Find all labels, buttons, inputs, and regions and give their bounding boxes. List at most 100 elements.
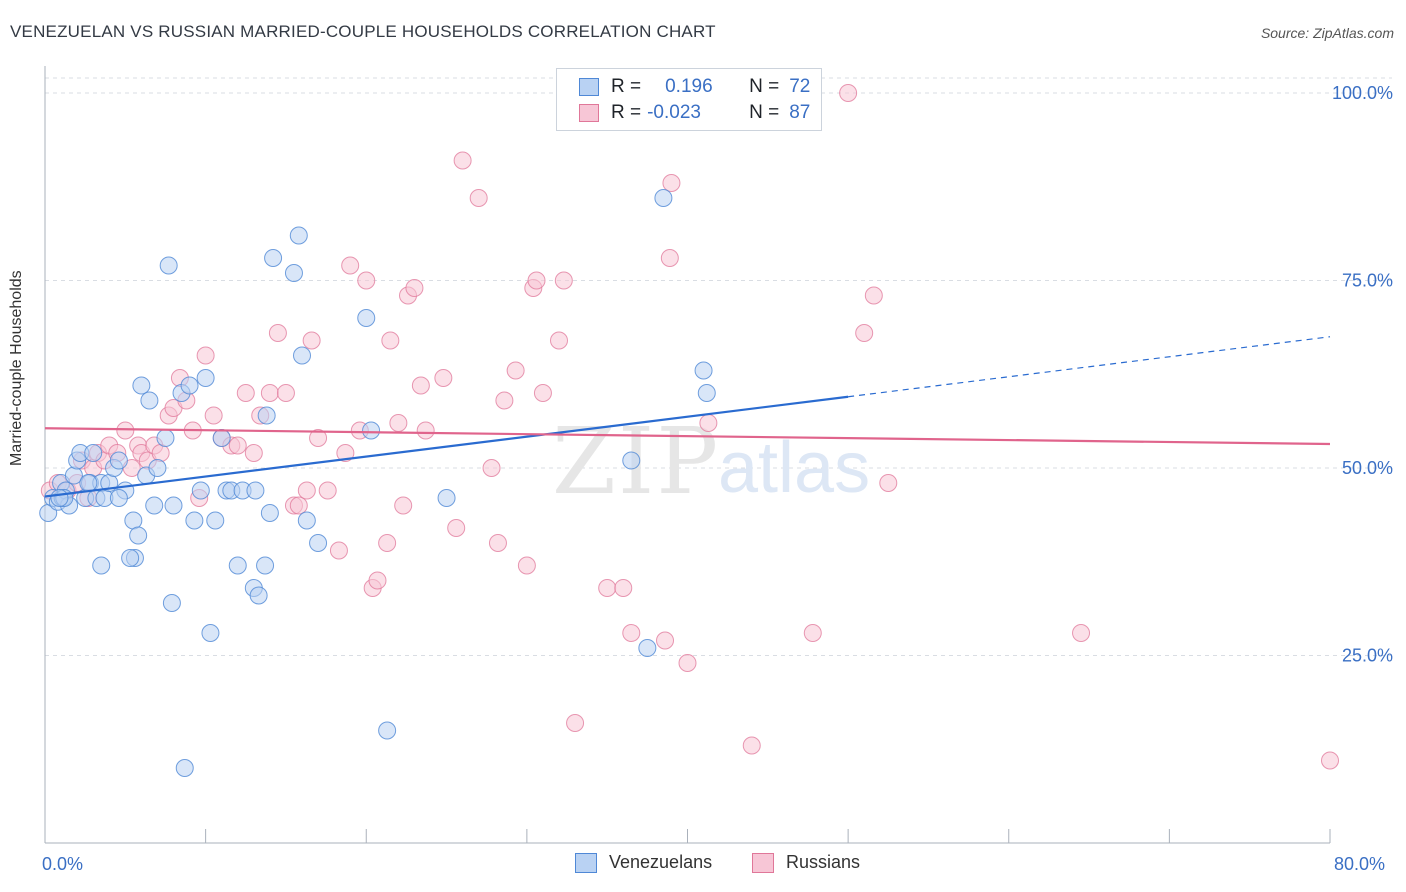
venezuelan-point [124, 511, 143, 530]
russian-point [482, 459, 501, 477]
russian-point [204, 406, 223, 425]
venezuelan-point [362, 421, 381, 440]
legend-n-label: N = [749, 76, 780, 97]
legend-r-label: R = [611, 102, 642, 123]
venezuelan-point [694, 361, 713, 380]
russian-point [116, 421, 135, 440]
series-label-russians: Russians [786, 852, 861, 872]
venezuelan-point [246, 481, 265, 500]
legend-n-value-russians: 87 [789, 102, 811, 123]
venezuelan-point [121, 549, 140, 567]
legend-r-value-russians: -0.023 [647, 102, 701, 123]
venezuelan-point [84, 444, 103, 462]
venezuelan-point [654, 189, 673, 207]
russian-point [228, 436, 247, 455]
russian-point [554, 271, 573, 290]
legend-swatch-russians [579, 104, 599, 122]
y-tick-label: 25.0% [1342, 646, 1393, 666]
russian-point [803, 624, 822, 642]
legend-swatch-venezuelans [579, 78, 599, 96]
russian-point [394, 496, 413, 515]
russian-point [622, 624, 641, 642]
russian-point [297, 481, 316, 500]
russian-point [329, 541, 348, 560]
venezuelan-point [196, 369, 215, 387]
venezuelan-point [437, 489, 456, 507]
russian-point [434, 369, 453, 387]
venezuelan-point [159, 256, 178, 275]
watermark-atlas: atlas [718, 428, 870, 508]
russian-point [196, 346, 215, 365]
russian-point [336, 444, 355, 462]
russian-point [341, 256, 360, 275]
venezuelan-point [109, 451, 128, 470]
russian-point [566, 714, 585, 732]
venezuelan-point [180, 376, 199, 395]
series-swatch-venezuelans [575, 852, 597, 873]
russian-point [447, 519, 466, 537]
russian-point [839, 84, 858, 102]
venezuelan-point [357, 309, 376, 327]
series-legend-venezuelans[interactable]: Venezuelans [575, 852, 712, 873]
venezuelan-point [212, 429, 231, 447]
russian-point [453, 151, 472, 170]
y-tick-label: 100.0% [1332, 83, 1393, 103]
russian-point [378, 534, 397, 552]
venezuelan-point [260, 504, 279, 522]
venezuelan-point [297, 511, 316, 530]
russian-point [1321, 751, 1339, 770]
russian-point [614, 579, 633, 597]
russian-point [302, 331, 321, 350]
venezuelan-point [156, 429, 175, 447]
venezuelan-point [92, 556, 111, 575]
series-swatch-russians [752, 852, 774, 873]
venezuelan-point [697, 384, 716, 402]
chart-title: VENEZUELAN VS RUSSIAN MARRIED-COUPLE HOU… [10, 22, 716, 41]
venezuelan-point [129, 526, 148, 545]
legend-row-russians: R = -0.023 N = 87 [579, 101, 810, 125]
venezuelan-point [191, 481, 210, 500]
venezuelan-point [132, 376, 151, 395]
venezuelan-point [249, 586, 268, 605]
russian-point [381, 331, 400, 350]
russian-point [357, 271, 376, 290]
legend-n-label: N = [749, 102, 780, 123]
russian-point [506, 361, 525, 380]
russian-point [368, 571, 387, 590]
y-tick-label: 75.0% [1342, 271, 1393, 291]
venezuelan-point [145, 496, 164, 515]
russian-point [309, 429, 328, 447]
russian-point [416, 421, 435, 440]
venezuelan-point [264, 249, 283, 267]
venezuelan-point [638, 639, 657, 657]
russian-point [236, 384, 255, 402]
legend-n-value-venezuelans: 72 [789, 76, 811, 97]
x-tick-label-min: 0.0% [42, 854, 84, 874]
russian-trend-line [44, 427, 1331, 446]
russian-point [550, 331, 568, 350]
venezuelan-point [148, 459, 167, 477]
venezuelan-point [201, 624, 220, 642]
venezuelan-point [289, 226, 308, 245]
y-tick-label: 50.0% [1342, 458, 1393, 478]
venezuelan-point [185, 511, 204, 530]
russian-point [276, 384, 295, 402]
russian-point [244, 444, 263, 462]
russian-point [469, 189, 488, 207]
venezuelan-point [622, 451, 641, 470]
correlation-legend: R = 0.196 N = 72 R = -0.023 N = 87 [556, 68, 822, 131]
russian-point [742, 736, 761, 755]
russian-point [268, 324, 287, 342]
russian-point [1072, 624, 1091, 642]
venezuelan-point [257, 406, 276, 425]
russian-point [662, 174, 681, 192]
russian-point [660, 249, 679, 267]
russian-point [517, 556, 536, 575]
russian-point [389, 414, 408, 432]
russian-point [864, 286, 883, 305]
venezuelan-point [140, 391, 159, 410]
series-legend-russians[interactable]: Russians [752, 852, 860, 873]
russian-point [151, 444, 170, 462]
russian-point [699, 414, 718, 432]
